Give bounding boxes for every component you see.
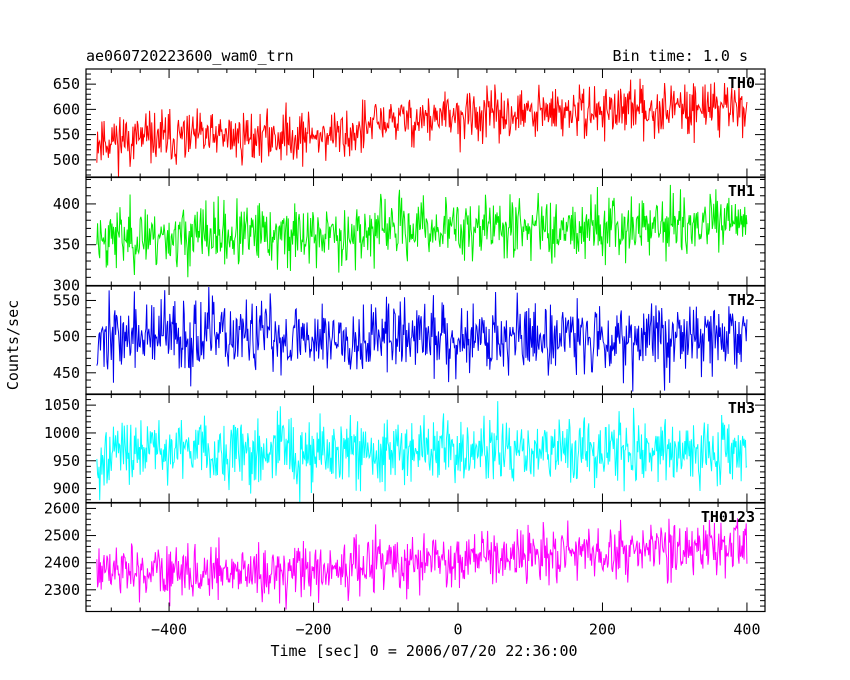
- series-line-th0123: [96, 518, 748, 610]
- y-tick-label: 2500: [44, 527, 80, 545]
- series-line-th1: [96, 184, 748, 278]
- x-axis: −400 −200 0 200 400: [151, 621, 760, 639]
- x-tick-label: −200: [295, 621, 331, 639]
- panel-label-th0: TH0: [728, 74, 755, 92]
- y-tick-label: 300: [53, 277, 80, 295]
- chart-title: ae060720223600_wam0_trn: [86, 47, 294, 65]
- panel-th2: 450 500 550 TH2: [53, 285, 766, 396]
- x-tick-label: −400: [151, 621, 187, 639]
- y-tick-label: 2600: [44, 499, 80, 517]
- y-tick-label: 900: [53, 480, 80, 498]
- y-tick-label: 350: [53, 236, 80, 254]
- panel-th1: 300 350 400 TH1: [53, 176, 766, 295]
- x-tick-label: 400: [733, 621, 760, 639]
- x-tick-label: 0: [453, 621, 462, 639]
- panel-label-th3: TH3: [728, 399, 755, 417]
- y-axis-label: Counts/sec: [4, 300, 22, 390]
- x-tick-label: 200: [589, 621, 616, 639]
- y-tick-label: 550: [53, 126, 80, 144]
- panel-label-th0123: TH0123: [701, 508, 755, 526]
- panel-label-th2: TH2: [728, 291, 755, 309]
- y-tick-label: 550: [53, 291, 80, 309]
- panel-th0123: 2300 2400 2500 2600 TH0123: [44, 499, 766, 613]
- y-tick-label: 500: [53, 328, 80, 346]
- x-axis-label: Time [sec] 0 = 2006/07/20 22:36:00: [270, 642, 577, 660]
- panel-th0: 500 550 600 650 TH0: [53, 68, 766, 179]
- y-tick-label: 400: [53, 195, 80, 213]
- y-tick-label: 1000: [44, 424, 80, 442]
- y-tick-label: 1050: [44, 396, 80, 414]
- y-tick-label: 600: [53, 100, 80, 118]
- y-tick-label: 2300: [44, 581, 80, 599]
- y-tick-label: 500: [53, 151, 80, 169]
- series-line-th0: [96, 78, 748, 178]
- y-tick-label: 650: [53, 75, 80, 93]
- panel-label-th1: TH1: [728, 182, 755, 200]
- panels-layer: 500 550 600 650 TH0 300 350 400 TH1 450 500 550 TH2 9…: [44, 68, 766, 613]
- panel-th3: 900 950 1000 1050 TH3: [44, 393, 766, 504]
- y-tick-label: 2400: [44, 554, 80, 572]
- bin-time-label: Bin time: 1.0 s: [613, 47, 748, 65]
- y-tick-label: 450: [53, 364, 80, 382]
- y-tick-label: 950: [53, 452, 80, 470]
- series-line-th3: [96, 401, 748, 503]
- series-line-th2: [96, 287, 748, 392]
